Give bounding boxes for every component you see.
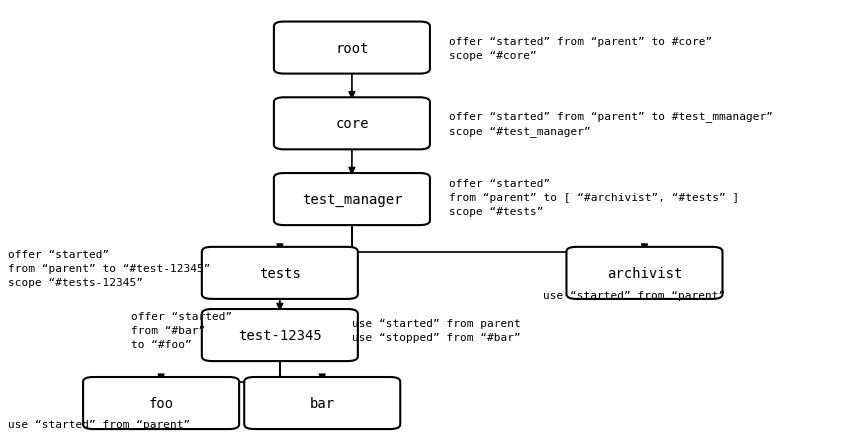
FancyBboxPatch shape bbox=[274, 173, 430, 226]
Text: bar: bar bbox=[310, 396, 335, 410]
Text: foo: foo bbox=[148, 396, 174, 410]
Text: archivist: archivist bbox=[607, 266, 682, 280]
Text: root: root bbox=[335, 42, 369, 56]
FancyBboxPatch shape bbox=[274, 22, 430, 74]
Text: offer “started”
from “parent” to “#test-12345”
scope “#tests-12345”: offer “started” from “parent” to “#test-… bbox=[8, 249, 211, 287]
Text: offer “started” from “parent” to #test_mmanager”
scope “#test_manager”: offer “started” from “parent” to #test_m… bbox=[449, 111, 773, 137]
FancyBboxPatch shape bbox=[83, 377, 239, 429]
FancyBboxPatch shape bbox=[274, 98, 430, 150]
Text: offer “started”
from “#bar”
to “#foo”: offer “started” from “#bar” to “#foo” bbox=[131, 311, 232, 349]
Text: test-12345: test-12345 bbox=[238, 328, 321, 342]
Text: offer “started” from “parent” to #core”
scope “#core”: offer “started” from “parent” to #core” … bbox=[449, 36, 712, 60]
Text: offer “started”
from “parent” to [ “#archivist”, “#tests” ]
scope “#tests”: offer “started” from “parent” to [ “#arc… bbox=[449, 179, 739, 217]
Text: use “started” from “parent”: use “started” from “parent” bbox=[543, 290, 725, 300]
FancyBboxPatch shape bbox=[244, 377, 400, 429]
Text: core: core bbox=[335, 117, 369, 131]
Text: tests: tests bbox=[259, 266, 301, 280]
Text: test_manager: test_manager bbox=[302, 193, 402, 207]
FancyBboxPatch shape bbox=[202, 309, 358, 361]
Text: use “started” from parent
use “stopped” from “#bar”: use “started” from parent use “stopped” … bbox=[352, 318, 521, 342]
Text: use “started” from “parent”: use “started” from “parent” bbox=[8, 420, 191, 429]
FancyBboxPatch shape bbox=[566, 247, 722, 299]
FancyBboxPatch shape bbox=[202, 247, 358, 299]
